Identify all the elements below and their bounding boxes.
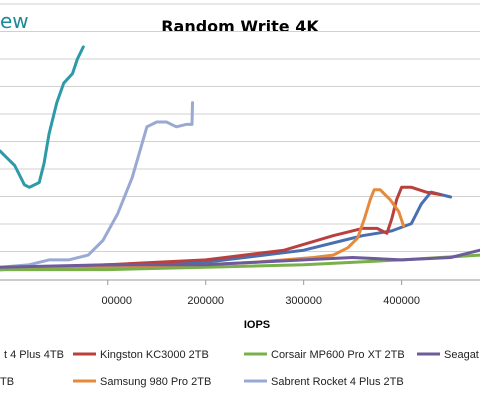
legend-label-0: t 4 Plus 4TB: [4, 349, 64, 361]
legend-label-2: Corsair MP600 Pro XT 2TB: [271, 349, 405, 361]
series-layer: [0, 45, 480, 272]
legend-item-0[interactable]: t 4 Plus 4TB: [0, 349, 64, 361]
series-line-0: [0, 45, 85, 189]
legend-label-6: Sabrent Rocket 4 Plus 2TB: [271, 376, 404, 388]
brand-logo-text: ew: [0, 9, 29, 33]
x-tick-label: 400000: [383, 295, 420, 307]
series-line-6: [0, 248, 480, 269]
x-axis-label: IOPS: [244, 319, 270, 331]
legend-item-5[interactable]: Samsung 980 Pro 2TB: [73, 376, 211, 388]
legend-item-3[interactable]: Seagat: [417, 349, 479, 361]
chart-title: Random Write 4K: [161, 17, 319, 36]
x-axis: 00000 200000 300000 400000: [0, 279, 480, 307]
legend-label-3: Seagat: [444, 349, 479, 361]
legend: t 4 Plus 4TB Kingston KC3000 2TB Corsair…: [0, 349, 479, 388]
legend-item-6[interactable]: Sabrent Rocket 4 Plus 2TB: [244, 376, 404, 388]
legend-label-1: Kingston KC3000 2TB: [100, 349, 209, 361]
legend-item-1[interactable]: Kingston KC3000 2TB: [73, 349, 209, 361]
legend-label-5: Samsung 980 Pro 2TB: [100, 376, 211, 388]
x-tick-label: 200000: [187, 295, 224, 307]
legend-item-2[interactable]: Corsair MP600 Pro XT 2TB: [244, 349, 405, 361]
x-tick-label: 00000: [101, 295, 132, 307]
gridlines: [0, 3, 480, 252]
legend-item-4[interactable]: TB: [0, 376, 14, 388]
x-tick-label: 300000: [285, 295, 322, 307]
series-line-1: [0, 101, 194, 269]
series-line-3: [0, 185, 443, 272]
legend-label-4: TB: [0, 376, 14, 388]
